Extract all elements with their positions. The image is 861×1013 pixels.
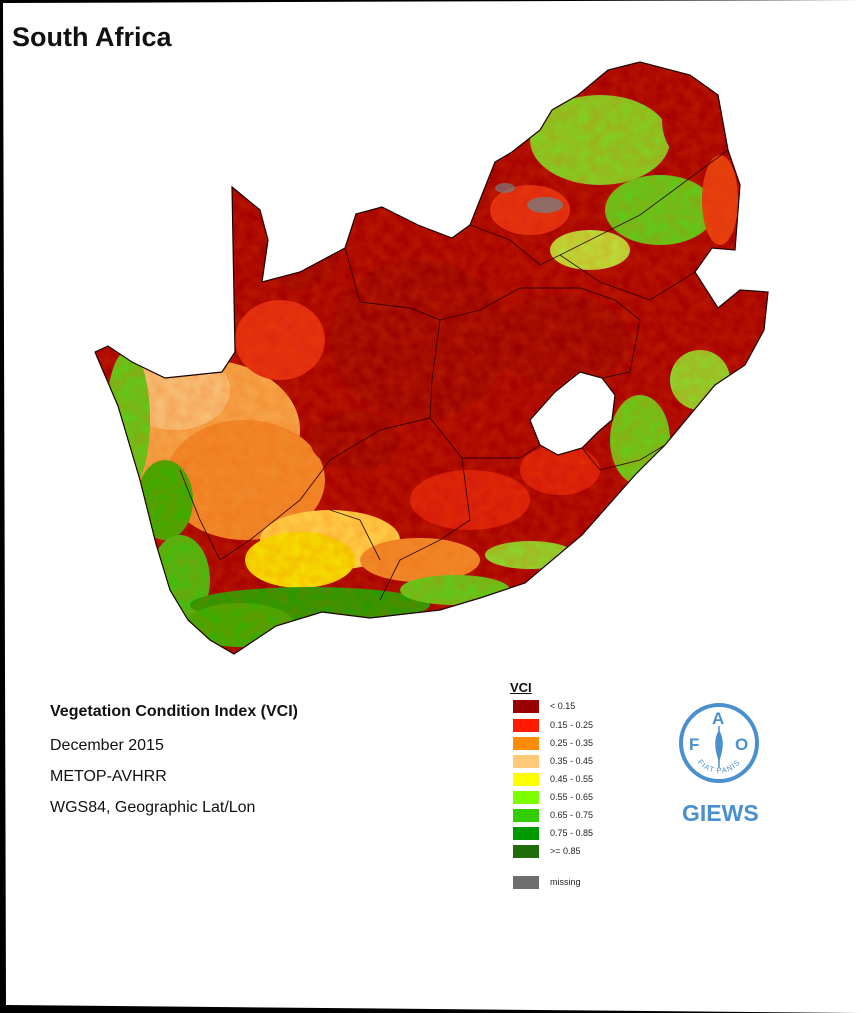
legend-label: 0.25 - 0.35 (550, 738, 594, 748)
legend-label: missing (550, 877, 581, 887)
map-title: South Africa (12, 22, 172, 52)
giews-logo-text: GIEWS (682, 800, 759, 826)
legend-swatch (513, 791, 539, 804)
fao-letter-o: O (735, 735, 748, 754)
sensor-name: METOP-AVHRR (50, 768, 167, 785)
fao-letter-a: A (712, 709, 724, 728)
legend-swatch (513, 700, 539, 713)
legend-label: 0.45 - 0.55 (550, 774, 594, 784)
legend-swatch (513, 737, 539, 750)
legend-swatch (513, 876, 539, 889)
fao-letter-f: F (689, 735, 699, 754)
legend-label: < 0.15 (550, 701, 576, 711)
legend-swatch (513, 773, 539, 786)
legend-label: 0.15 - 0.25 (550, 720, 594, 730)
index-name: Vegetation Condition Index (VCI) (50, 703, 298, 720)
map-period: December 2015 (50, 737, 164, 754)
legend-title: VCI (510, 680, 532, 695)
legend-label: 0.65 - 0.75 (550, 810, 594, 820)
fao-logo-icon: F A O FIAT PANIS (679, 703, 759, 783)
legend-label: 0.55 - 0.65 (550, 792, 594, 802)
legend-swatch (513, 809, 539, 822)
legend-swatch (513, 827, 539, 840)
projection-info: WGS84, Geographic Lat/Lon (50, 799, 256, 816)
legend-label: 0.75 - 0.85 (550, 828, 594, 838)
legend-swatch (513, 755, 539, 768)
legend-label: 0.35 - 0.45 (550, 756, 594, 766)
legend-label: >= 0.85 (550, 846, 581, 856)
legend-swatch (513, 719, 539, 732)
legend-swatch (513, 845, 539, 858)
